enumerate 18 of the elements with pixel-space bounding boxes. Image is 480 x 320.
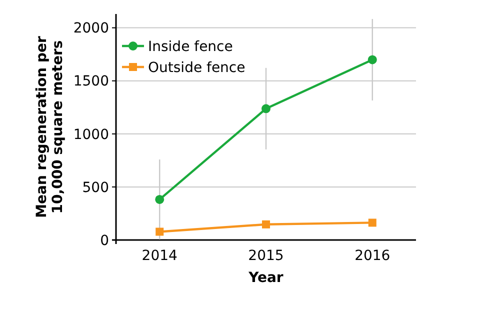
point	[155, 194, 164, 204]
y-tick-label: 0	[100, 232, 109, 249]
point	[156, 228, 164, 236]
y-tick-label: 2000	[73, 20, 109, 37]
y-tick-label: 1000	[73, 126, 109, 143]
y-tick-label: 500	[82, 180, 109, 196]
point	[368, 218, 376, 227]
y-axis-title: Mean regeneration per 10,000 square meters	[34, 36, 66, 218]
x-axis-title: Year	[248, 270, 284, 286]
legend-label: Outside fence	[148, 60, 246, 76]
point	[368, 55, 377, 64]
legend-label: Inside fence	[148, 38, 233, 55]
point	[262, 220, 270, 228]
y-tick-label: 1500	[73, 74, 109, 90]
x-tick-label: 2016	[354, 248, 390, 264]
point	[262, 104, 270, 114]
x-tick-label: 2015	[248, 248, 284, 264]
x-tick-label: 2014	[142, 248, 178, 264]
